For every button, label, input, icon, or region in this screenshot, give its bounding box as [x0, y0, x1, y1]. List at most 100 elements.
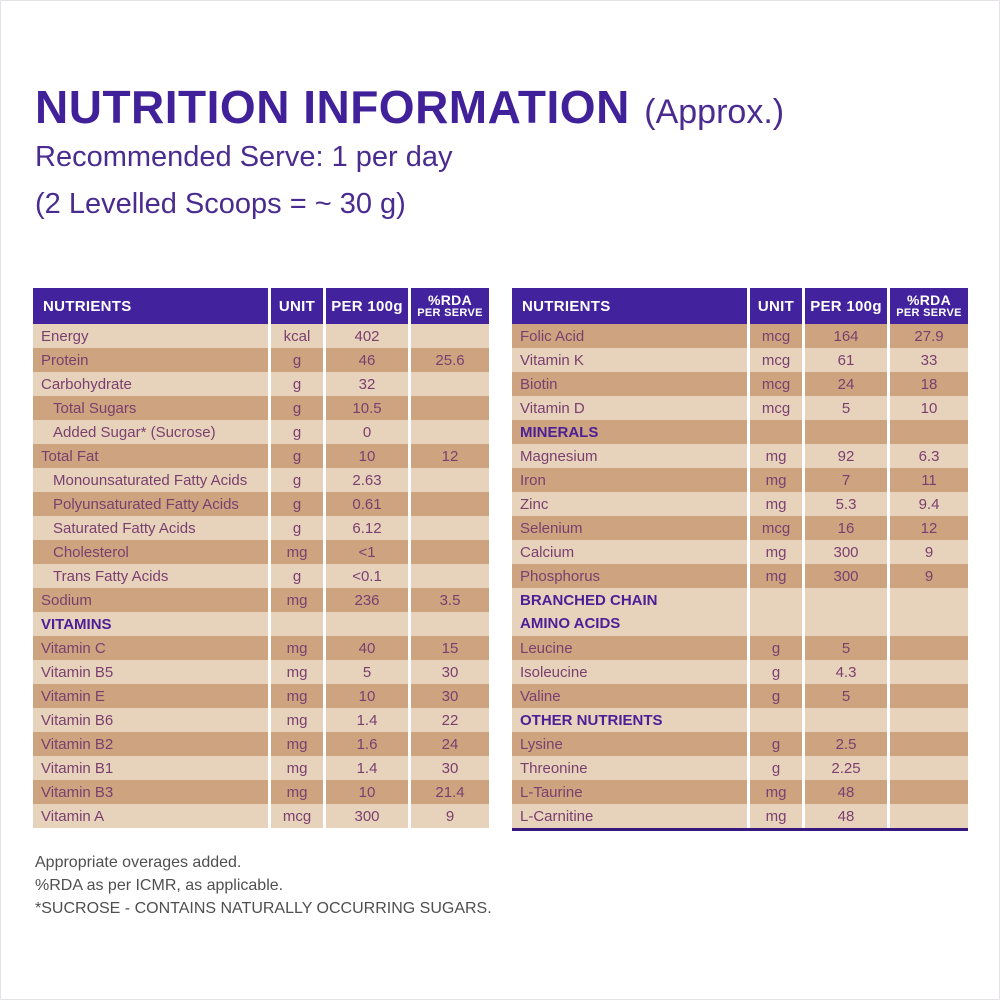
table-row: Added Sugar* (Sucrose) g 0	[33, 420, 489, 444]
nutrient-per100g: 48	[805, 780, 887, 804]
nutrient-name: Magnesium	[512, 444, 747, 468]
nutrient-name: Vitamin E	[33, 684, 268, 708]
nutrient-per100g: 236	[326, 588, 408, 612]
nutrient-per100g: 402	[326, 324, 408, 348]
nutrient-rda: 22	[411, 708, 489, 732]
nutrient-unit: kcal	[271, 324, 323, 348]
table-row: L-Carnitine mg 48	[512, 804, 968, 828]
nutrient-unit: mcg	[750, 324, 802, 348]
table-row: Monounsaturated Fatty Acids g 2.63	[33, 468, 489, 492]
nutrient-unit: mg	[271, 756, 323, 780]
nutrient-per100g: 7	[805, 468, 887, 492]
nutrient-label-text: Vitamin B6	[41, 711, 114, 729]
table-row: Zinc mg 5.3 9.4	[512, 492, 968, 516]
table-row: Selenium mcg 16 12	[512, 516, 968, 540]
table-row: Trans Fatty Acids g <0.1	[33, 564, 489, 588]
nutrient-unit: mg	[271, 732, 323, 756]
table-row: Total Sugars g 10.5	[33, 396, 489, 420]
nutrient-name: Trans Fatty Acids	[33, 564, 268, 588]
nutrient-unit	[750, 588, 802, 636]
table-row: Carbohydrate g 32	[33, 372, 489, 396]
nutrient-unit: mcg	[271, 804, 323, 828]
nutrient-unit: g	[271, 516, 323, 540]
table-row: Sodium mg 236 3.5	[33, 588, 489, 612]
column-header-per100g: PER 100g	[805, 288, 887, 324]
nutrient-rda: 33	[890, 348, 968, 372]
footnote-sucrose: *SUCROSE - CONTAINS NATURALLY OCCURRING …	[35, 900, 492, 917]
table-row: Biotin mcg 24 18	[512, 372, 968, 396]
nutrient-per100g: 2.63	[326, 468, 408, 492]
nutrient-rda	[890, 684, 968, 708]
nutrient-name: Vitamin B5	[33, 660, 268, 684]
rda-line2: PER SERVE	[896, 306, 962, 319]
nutrient-rda	[411, 372, 489, 396]
nutrient-label-text: L-Taurine	[520, 783, 583, 801]
column-header-nutrients: NUTRIENTS	[33, 288, 268, 324]
nutrient-per100g: 16	[805, 516, 887, 540]
nutrient-label-text: Protein	[41, 351, 89, 369]
nutrient-label-text: Zinc	[520, 495, 549, 513]
nutrient-rda	[890, 660, 968, 684]
nutrient-unit: mg	[271, 540, 323, 564]
nutrient-name: Biotin	[512, 372, 747, 396]
nutrient-per100g: 0	[326, 420, 408, 444]
nutrient-rda: 11	[890, 468, 968, 492]
nutrient-unit: mg	[750, 780, 802, 804]
nutrient-unit: g	[271, 564, 323, 588]
nutrient-unit: mg	[750, 492, 802, 516]
table-row: Folic Acid mcg 164 27.9	[512, 324, 968, 348]
nutrient-rda	[411, 420, 489, 444]
nutrient-label-text: Vitamin B2	[41, 735, 114, 753]
nutrient-name: Threonine	[512, 756, 747, 780]
nutrient-rda	[411, 396, 489, 420]
nutrient-name: Protein	[33, 348, 268, 372]
nutrient-label-text: Vitamin B1	[41, 759, 114, 777]
nutrient-per100g: <1	[326, 540, 408, 564]
nutrient-label-text: Polyunsaturated Fatty Acids	[53, 495, 239, 513]
nutrient-per100g: 61	[805, 348, 887, 372]
nutrient-per100g: 0.61	[326, 492, 408, 516]
table-row: Vitamin B1 mg 1.4 30	[33, 756, 489, 780]
nutrient-per100g: 5	[805, 636, 887, 660]
table-row: Magnesium mg 92 6.3	[512, 444, 968, 468]
column-header-rda: %RDA PER SERVE	[411, 288, 489, 324]
table-row: Total Fat g 10 12	[33, 444, 489, 468]
nutrient-label-text: Sodium	[41, 591, 92, 609]
nutrient-per100g	[326, 612, 408, 636]
nutrient-rda: 18	[890, 372, 968, 396]
nutrient-per100g: 300	[805, 564, 887, 588]
approx-label: (Approx.)	[644, 93, 785, 131]
table-row: Calcium mg 300 9	[512, 540, 968, 564]
nutrient-rda: 9	[411, 804, 489, 828]
column-header-rda: %RDA PER SERVE	[890, 288, 968, 324]
nutrient-unit: mg	[750, 444, 802, 468]
table-row: Leucine g 5	[512, 636, 968, 660]
nutrient-label-text: Monounsaturated Fatty Acids	[53, 471, 248, 489]
nutrient-label-text: Vitamin C	[41, 639, 106, 657]
nutrient-label-text: Vitamin A	[41, 807, 105, 825]
nutrient-name: Carbohydrate	[33, 372, 268, 396]
nutrient-label-text: Total Fat	[41, 447, 99, 465]
nutrient-rda	[890, 732, 968, 756]
nutrient-rda: 12	[890, 516, 968, 540]
table-row: Polyunsaturated Fatty Acids g 0.61	[33, 492, 489, 516]
section-label: MINERALS	[512, 420, 747, 444]
table-row: Iron mg 7 11	[512, 468, 968, 492]
nutrient-label-text: Calcium	[520, 543, 575, 561]
nutrient-name: Sodium	[33, 588, 268, 612]
nutrient-per100g: 6.12	[326, 516, 408, 540]
table-row: Vitamin B6 mg 1.4 22	[33, 708, 489, 732]
nutrient-unit: g	[750, 684, 802, 708]
nutrient-name: Vitamin D	[512, 396, 747, 420]
nutrient-rda: 10	[890, 396, 968, 420]
nutrient-rda: 30	[411, 684, 489, 708]
nutrient-unit: mcg	[750, 348, 802, 372]
nutrient-unit	[271, 612, 323, 636]
nutrient-label-text: Saturated Fatty Acids	[53, 519, 196, 537]
nutrient-unit: mcg	[750, 372, 802, 396]
table-row: Valine g 5	[512, 684, 968, 708]
nutrient-per100g: 5	[326, 660, 408, 684]
nutrient-label-text: Added Sugar* (Sucrose)	[53, 423, 216, 441]
nutrient-rda	[411, 564, 489, 588]
table-row: Isoleucine g 4.3	[512, 660, 968, 684]
